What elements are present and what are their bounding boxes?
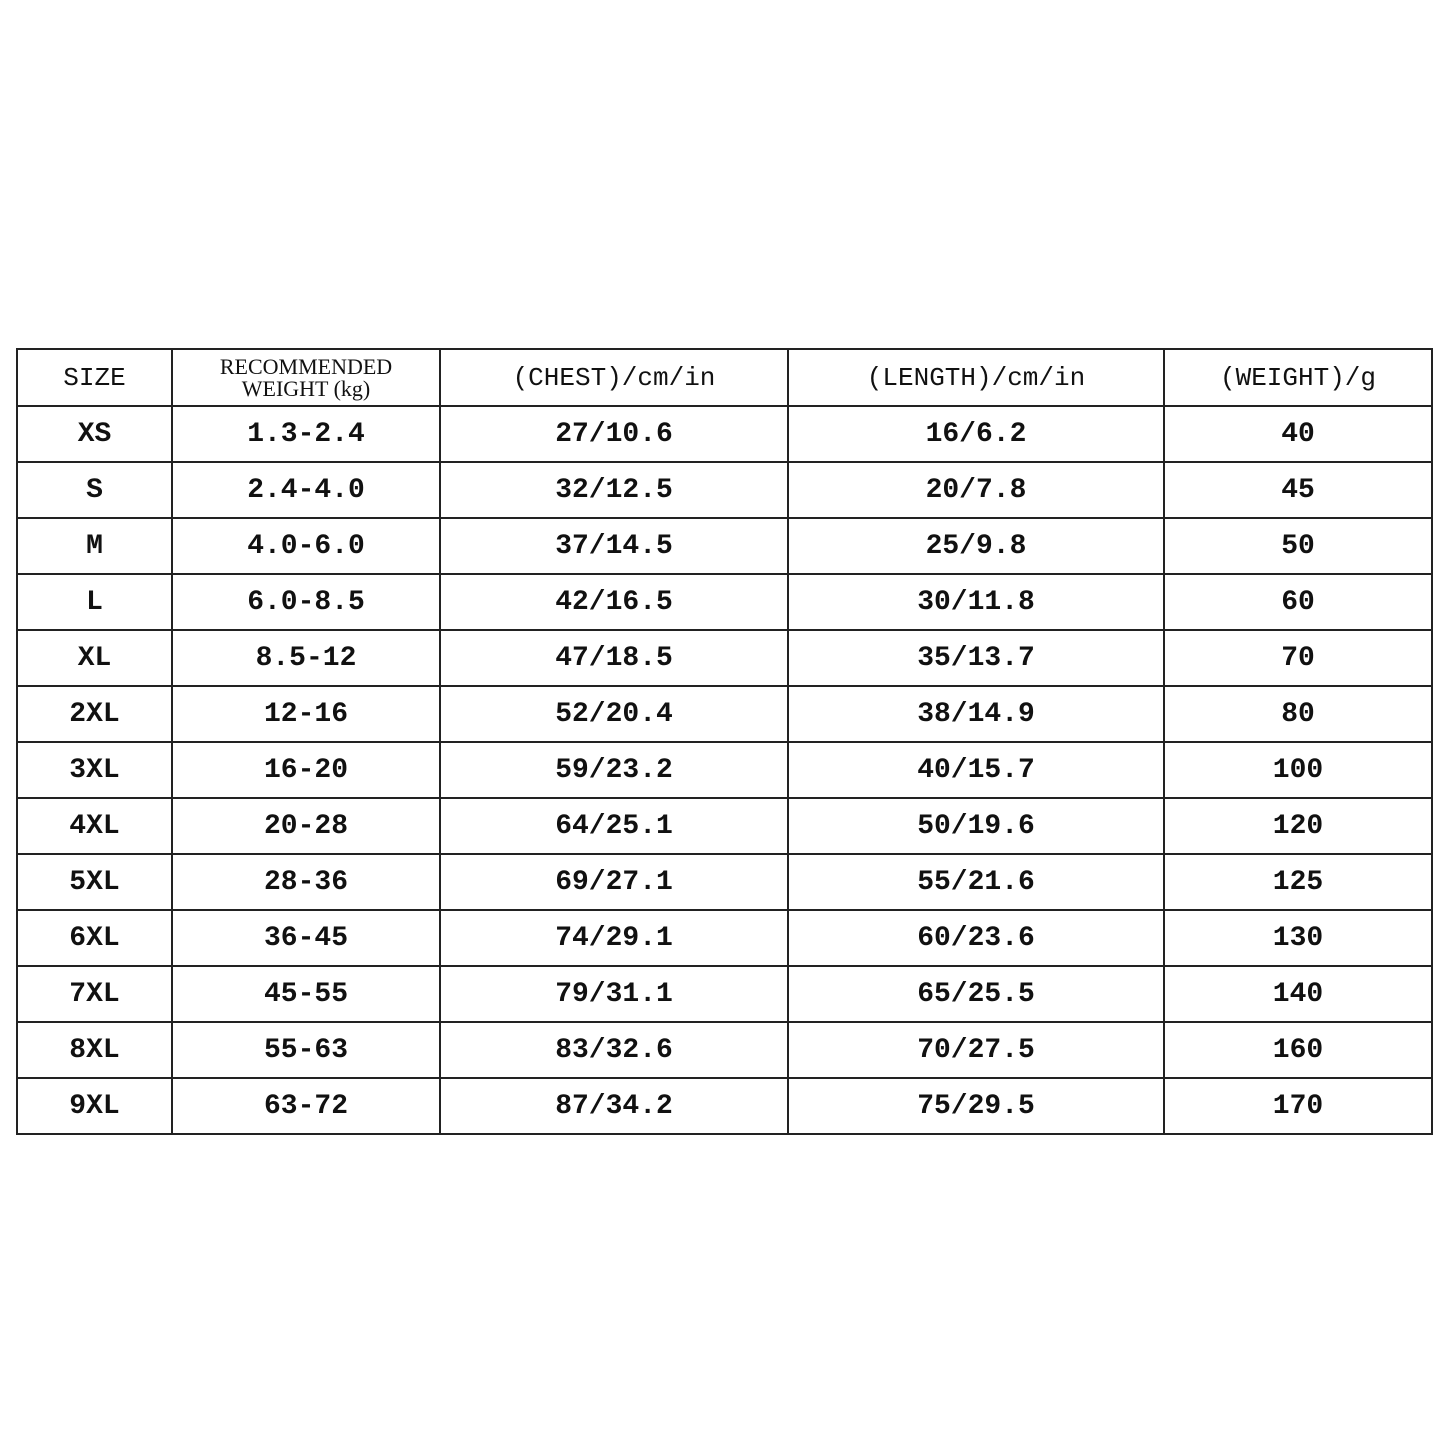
- cell-chest: 47/18.5: [439, 629, 789, 687]
- cell-recommended-weight: 1.3-2.4: [171, 405, 441, 463]
- cell-length: 20/7.8: [787, 461, 1165, 519]
- cell-chest: 37/14.5: [439, 517, 789, 575]
- cell-chest: 83/32.6: [439, 1021, 789, 1079]
- cell-length: 38/14.9: [787, 685, 1165, 743]
- cell-length: 75/29.5: [787, 1077, 1165, 1135]
- cell-size: 8XL: [16, 1021, 173, 1079]
- header-weight-line2: WEIGHT (kg): [241, 375, 371, 401]
- cell-size: 9XL: [16, 1077, 173, 1135]
- cell-recommended-weight: 55-63: [171, 1021, 441, 1079]
- cell-recommended-weight: 63-72: [171, 1077, 441, 1135]
- header-weight-line1: RECOMMENDED: [219, 353, 393, 379]
- cell-chest: 59/23.2: [439, 741, 789, 799]
- cell-weight: 60: [1163, 573, 1433, 631]
- table-row: 4XL 20-28 64/25.1 50/19.6 120: [16, 797, 1433, 855]
- table-row: S 2.4-4.0 32/12.5 20/7.8 45: [16, 461, 1433, 519]
- cell-size: 2XL: [16, 685, 173, 743]
- cell-weight: 170: [1163, 1077, 1433, 1135]
- cell-size: S: [16, 461, 173, 519]
- cell-size: 3XL: [16, 741, 173, 799]
- cell-chest: 69/27.1: [439, 853, 789, 911]
- header-weight: (WEIGHT)/g: [1163, 348, 1433, 407]
- cell-recommended-weight: 6.0-8.5: [171, 573, 441, 631]
- table-row: L 6.0-8.5 42/16.5 30/11.8 60: [16, 573, 1433, 631]
- cell-weight: 120: [1163, 797, 1433, 855]
- table-row: 6XL 36-45 74/29.1 60/23.6 130: [16, 909, 1433, 967]
- table-row: 3XL 16-20 59/23.2 40/15.7 100: [16, 741, 1433, 799]
- cell-length: 55/21.6: [787, 853, 1165, 911]
- cell-size: 5XL: [16, 853, 173, 911]
- header-recommended-weight: RECOMMENDED WEIGHT (kg): [171, 348, 441, 407]
- cell-recommended-weight: 12-16: [171, 685, 441, 743]
- cell-size: 4XL: [16, 797, 173, 855]
- cell-length: 25/9.8: [787, 517, 1165, 575]
- cell-chest: 32/12.5: [439, 461, 789, 519]
- cell-recommended-weight: 36-45: [171, 909, 441, 967]
- cell-size: XS: [16, 405, 173, 463]
- cell-size: XL: [16, 629, 173, 687]
- size-chart-table: SIZE RECOMMENDED WEIGHT (kg) (CHEST)/cm/…: [16, 348, 1433, 1135]
- cell-recommended-weight: 28-36: [171, 853, 441, 911]
- cell-recommended-weight: 8.5-12: [171, 629, 441, 687]
- cell-weight: 70: [1163, 629, 1433, 687]
- cell-chest: 52/20.4: [439, 685, 789, 743]
- cell-chest: 27/10.6: [439, 405, 789, 463]
- cell-size: 7XL: [16, 965, 173, 1023]
- cell-chest: 87/34.2: [439, 1077, 789, 1135]
- cell-recommended-weight: 16-20: [171, 741, 441, 799]
- cell-length: 60/23.6: [787, 909, 1165, 967]
- cell-weight: 80: [1163, 685, 1433, 743]
- cell-length: 35/13.7: [787, 629, 1165, 687]
- cell-length: 40/15.7: [787, 741, 1165, 799]
- cell-chest: 42/16.5: [439, 573, 789, 631]
- cell-recommended-weight: 45-55: [171, 965, 441, 1023]
- cell-size: M: [16, 517, 173, 575]
- header-chest: (CHEST)/cm/in: [439, 348, 789, 407]
- cell-weight: 40: [1163, 405, 1433, 463]
- cell-size: L: [16, 573, 173, 631]
- table-row: 7XL 45-55 79/31.1 65/25.5 140: [16, 965, 1433, 1023]
- cell-recommended-weight: 2.4-4.0: [171, 461, 441, 519]
- table-row: 8XL 55-63 83/32.6 70/27.5 160: [16, 1021, 1433, 1079]
- header-row: SIZE RECOMMENDED WEIGHT (kg) (CHEST)/cm/…: [16, 348, 1433, 407]
- cell-weight: 125: [1163, 853, 1433, 911]
- cell-weight: 160: [1163, 1021, 1433, 1079]
- cell-length: 30/11.8: [787, 573, 1165, 631]
- cell-length: 70/27.5: [787, 1021, 1165, 1079]
- cell-recommended-weight: 4.0-6.0: [171, 517, 441, 575]
- cell-weight: 140: [1163, 965, 1433, 1023]
- table-row: XL 8.5-12 47/18.5 35/13.7 70: [16, 629, 1433, 687]
- cell-size: 6XL: [16, 909, 173, 967]
- cell-length: 50/19.6: [787, 797, 1165, 855]
- cell-weight: 130: [1163, 909, 1433, 967]
- cell-chest: 79/31.1: [439, 965, 789, 1023]
- cell-chest: 74/29.1: [439, 909, 789, 967]
- cell-weight: 45: [1163, 461, 1433, 519]
- header-size: SIZE: [16, 348, 173, 407]
- table-row: 2XL 12-16 52/20.4 38/14.9 80: [16, 685, 1433, 743]
- table-row: M 4.0-6.0 37/14.5 25/9.8 50: [16, 517, 1433, 575]
- cell-recommended-weight: 20-28: [171, 797, 441, 855]
- cell-chest: 64/25.1: [439, 797, 789, 855]
- table-row: 5XL 28-36 69/27.1 55/21.6 125: [16, 853, 1433, 911]
- cell-length: 65/25.5: [787, 965, 1165, 1023]
- table-row: XS 1.3-2.4 27/10.6 16/6.2 40: [16, 405, 1433, 463]
- cell-length: 16/6.2: [787, 405, 1165, 463]
- header-length: (LENGTH)/cm/in: [787, 348, 1165, 407]
- cell-weight: 100: [1163, 741, 1433, 799]
- table-row: 9XL 63-72 87/34.2 75/29.5 170: [16, 1077, 1433, 1135]
- cell-weight: 50: [1163, 517, 1433, 575]
